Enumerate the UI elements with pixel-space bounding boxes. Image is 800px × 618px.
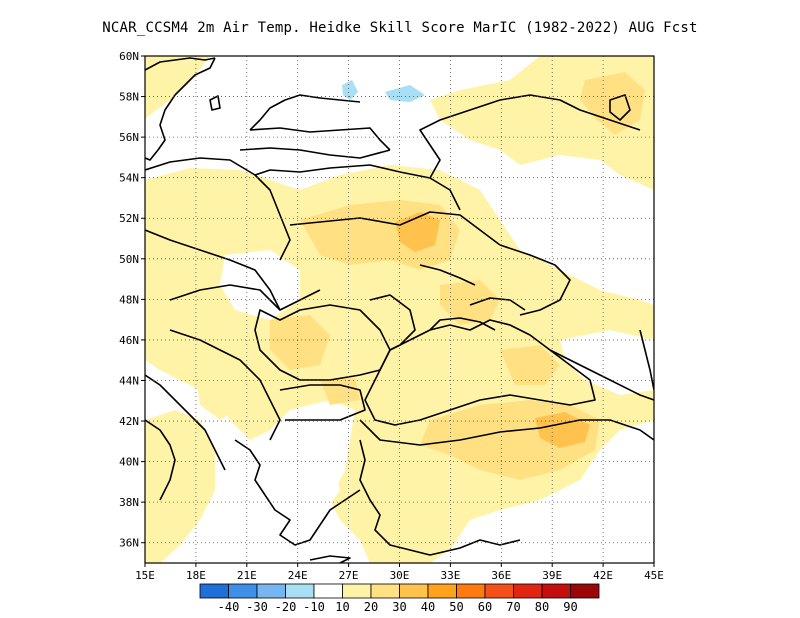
- border-turkey: [359, 419, 654, 446]
- lon-tick-label: 21E: [237, 569, 257, 582]
- lat-tick-label: 50N: [119, 253, 139, 266]
- colorbar-swatch: [370, 583, 400, 599]
- shade-20-30-romania: [270, 315, 330, 370]
- coast-greece: [234, 439, 361, 546]
- colorbar-label: 80: [535, 600, 549, 614]
- coastlines-borders: [145, 57, 654, 563]
- shade-20-30-caucasus: [500, 345, 560, 385]
- colorbar-swatch: [256, 583, 286, 599]
- coast-baltic: [249, 94, 361, 131]
- colorbar-swatch: [513, 583, 543, 599]
- border-ukraine-east: [499, 244, 571, 316]
- colorbar-swatch: [456, 583, 486, 599]
- colorbar-swatch: [342, 583, 372, 599]
- shade-neg-baltic-2: [342, 80, 358, 100]
- lon-tick-label: 24E: [288, 569, 308, 582]
- border-slovakia-hungary: [169, 284, 321, 311]
- colorbar-swatch: [199, 583, 229, 599]
- colorbar-swatch: [285, 583, 315, 599]
- colorbar-swatch: [228, 583, 258, 599]
- shade-white-hole-2: [560, 330, 654, 395]
- lat-tick-label: 44N: [119, 374, 139, 387]
- lon-tick-label: 18E: [186, 569, 206, 582]
- border-ukraine-north: [289, 211, 501, 246]
- lat-tick-label: 36N: [119, 537, 139, 550]
- lat-tick-label: 58N: [119, 91, 139, 104]
- lat-tick-label: 38N: [119, 496, 139, 509]
- lon-tick-label: 30E: [390, 569, 410, 582]
- colorbar-label: 60: [478, 600, 492, 614]
- chart-title: NCAR_CCSM4 2m Air Temp. Heidke Skill Sco…: [102, 20, 698, 36]
- shade-white-hole-1: [220, 250, 300, 320]
- colorbar-swatch: [541, 583, 571, 599]
- colorbar-swatch: [484, 583, 514, 599]
- skill-shading: [145, 56, 654, 563]
- coast-dnipro-reservoir: [419, 264, 476, 286]
- colorbar: -40 -30 -20 -10 10 20 30 40 50 60 70 80 90: [199, 583, 600, 614]
- colorbar-label: 10: [335, 600, 349, 614]
- border-balkans: [169, 329, 281, 441]
- coast-gotland: [209, 95, 221, 111]
- lat-tick-label: 40N: [119, 456, 139, 469]
- lat-tick-label: 48N: [119, 293, 139, 306]
- coast-lake-ladoga: [609, 94, 631, 121]
- lat-tick-label: 52N: [119, 212, 139, 225]
- coast-aegean-turkey: [359, 439, 521, 556]
- colorbar-label: 70: [506, 600, 520, 614]
- colorbar-label: -20: [275, 600, 297, 614]
- border-central-europe: [145, 229, 281, 311]
- lon-tick-label: 15E: [135, 569, 155, 582]
- shade-white-hole-4: [600, 460, 654, 563]
- colorbar-label: 20: [364, 600, 378, 614]
- shade-neg-baltic-1: [385, 85, 425, 102]
- shade-20-30-ne: [580, 72, 645, 135]
- coast-caspian: [639, 329, 654, 391]
- shade-10-20-west: [145, 410, 215, 563]
- border-bulgaria: [279, 384, 366, 421]
- shade-20-30-crimea: [440, 280, 500, 325]
- border-poland: [145, 157, 291, 261]
- lon-tick-label: 42E: [593, 569, 613, 582]
- lat-tick-label: 46N: [119, 334, 139, 347]
- colorbar-swatch: [427, 583, 457, 599]
- colorbar-label: 50: [449, 600, 463, 614]
- lat-tick-label: 54N: [119, 172, 139, 185]
- axis-labels: 15E 18E 21E 24E 27E 30E 33E 36E 39E 42E 45E 60N 58N 5…: [119, 50, 664, 582]
- shade-10-20-islands: [380, 465, 415, 495]
- coast-adriatic: [145, 374, 226, 471]
- colorbar-label: 30: [392, 600, 406, 614]
- coast-scandinavia: [145, 57, 216, 161]
- shade-10-20-north: [145, 56, 210, 118]
- border-baltic-1: [249, 127, 391, 151]
- lon-tick-label: 27E: [339, 569, 359, 582]
- lon-tick-label: 45E: [644, 569, 664, 582]
- shade-10-20-balkan: [195, 370, 235, 420]
- coast-crimea: [429, 317, 496, 331]
- lon-tick-label: 33E: [440, 569, 460, 582]
- lat-tick-label: 42N: [119, 415, 139, 428]
- colorbar-label: 40: [421, 600, 435, 614]
- colorbar-swatch: [570, 583, 600, 599]
- lat-tick-label: 60N: [119, 50, 139, 63]
- colorbar-label: -10: [303, 600, 325, 614]
- lat-tick-label: 56N: [119, 131, 139, 144]
- border-baltic-2: [239, 147, 391, 159]
- coast-black-sea: [364, 319, 596, 426]
- border-caucasus: [549, 349, 654, 401]
- colorbar-swatch: [313, 583, 343, 599]
- lon-tick-label: 36E: [491, 569, 511, 582]
- lon-tick-label: 39E: [542, 569, 562, 582]
- colorbar-label: 90: [563, 600, 577, 614]
- coast-crete: [309, 555, 351, 563]
- colorbar-label: -30: [246, 600, 268, 614]
- border-russia-ne: [419, 94, 641, 179]
- colorbar-label: -40: [218, 600, 240, 614]
- border-belarus: [254, 164, 461, 211]
- colorbar-swatch: [399, 583, 429, 599]
- coast-italy: [145, 419, 176, 501]
- map-gridlines: [145, 56, 654, 563]
- shade-white-hole-5: [560, 195, 640, 265]
- coast-azov: [469, 297, 526, 311]
